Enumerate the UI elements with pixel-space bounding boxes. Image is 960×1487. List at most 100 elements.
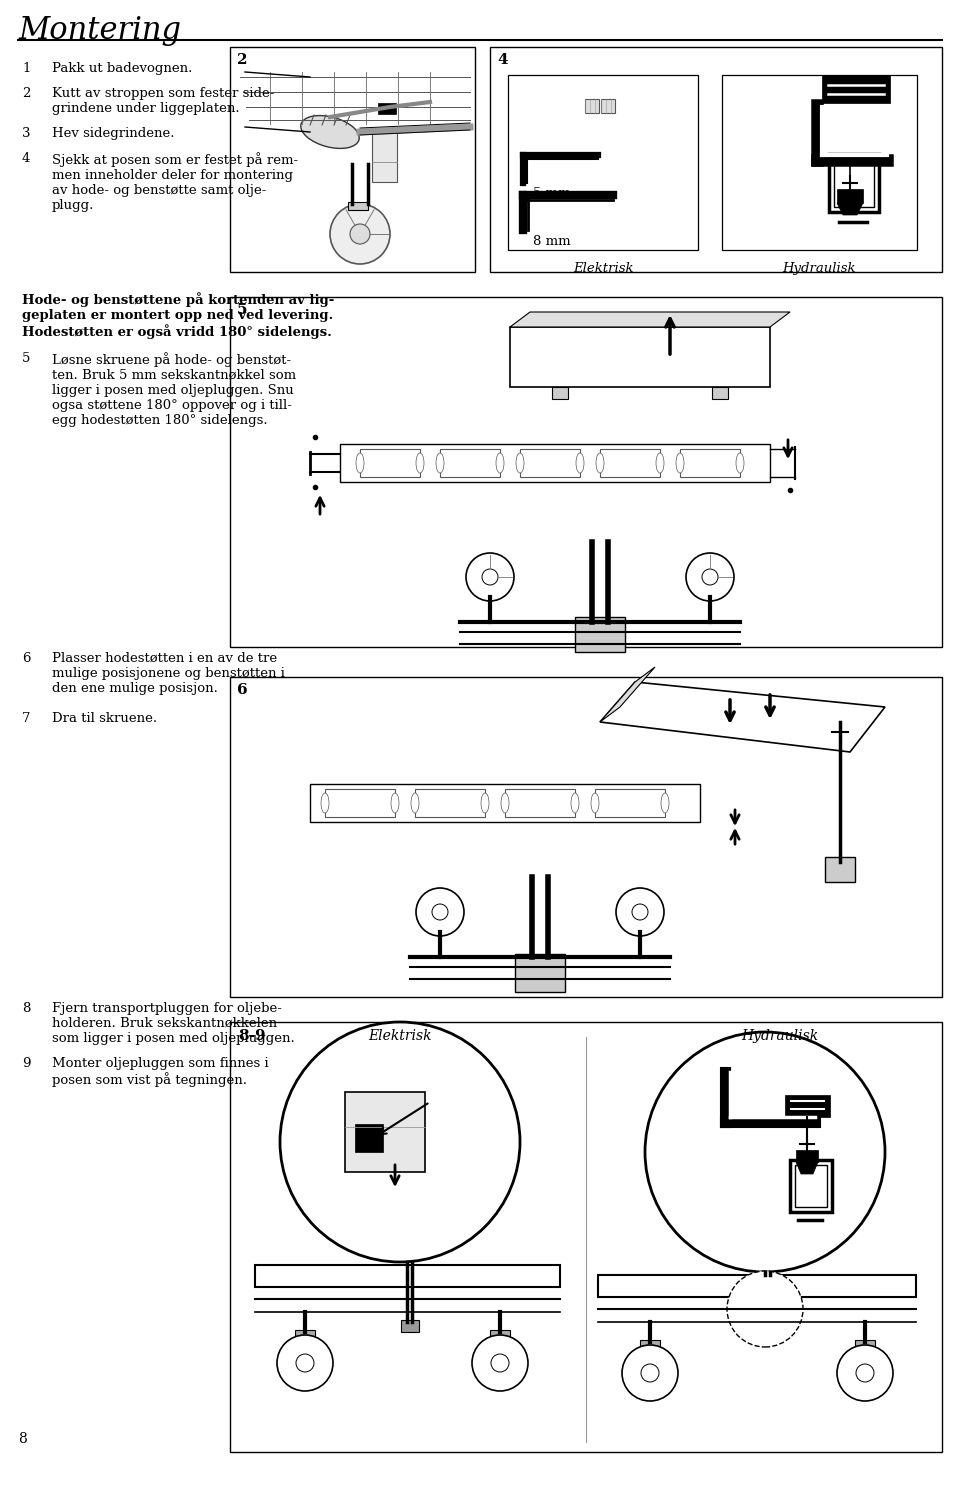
Text: 8-9: 8-9 (238, 1029, 266, 1042)
Bar (348, 202, 368, 210)
Bar (255, 1265, 560, 1288)
Circle shape (482, 570, 498, 584)
Circle shape (491, 1355, 509, 1373)
Text: Løsne skruene på hode- og benstøt-
ten. Bruk 5 mm sekskantnøkkel som
ligger i po: Løsne skruene på hode- og benstøt- ten. … (52, 352, 296, 427)
Text: 4: 4 (22, 152, 31, 165)
Circle shape (432, 904, 448, 920)
Ellipse shape (411, 793, 419, 813)
Bar (432, 923, 448, 932)
Circle shape (472, 1335, 528, 1390)
Bar (510, 327, 770, 387)
Bar (790, 1160, 832, 1212)
Bar (340, 445, 770, 482)
Bar (712, 387, 728, 399)
Bar (702, 589, 718, 596)
Ellipse shape (736, 454, 744, 473)
Bar (515, 955, 565, 992)
Bar (795, 1164, 827, 1207)
Circle shape (296, 1355, 314, 1373)
Ellipse shape (321, 793, 329, 813)
Bar (401, 1320, 419, 1332)
Bar (822, 74, 890, 103)
Bar (372, 132, 397, 181)
Ellipse shape (391, 793, 399, 813)
Bar (345, 1091, 425, 1172)
Text: 5 mm: 5 mm (533, 187, 570, 199)
Bar (295, 1329, 315, 1341)
Circle shape (645, 1032, 885, 1271)
Circle shape (330, 204, 390, 265)
Circle shape (350, 225, 370, 244)
Polygon shape (510, 312, 790, 327)
Text: 5: 5 (237, 303, 248, 317)
Bar (632, 923, 648, 932)
Ellipse shape (571, 793, 579, 813)
Ellipse shape (356, 454, 364, 473)
Ellipse shape (661, 793, 669, 813)
Ellipse shape (596, 454, 604, 473)
Ellipse shape (501, 793, 509, 813)
Ellipse shape (436, 454, 444, 473)
Ellipse shape (496, 454, 504, 473)
Bar (834, 159, 874, 207)
Bar (855, 1340, 875, 1352)
Ellipse shape (416, 454, 424, 473)
Polygon shape (796, 1161, 818, 1175)
Text: Kutt av stroppen som fester side-
grindene under liggeplaten.: Kutt av stroppen som fester side- grinde… (52, 88, 275, 114)
Bar (378, 103, 396, 114)
Text: 5: 5 (22, 352, 31, 364)
Bar (508, 74, 698, 250)
Bar (360, 449, 420, 477)
Ellipse shape (576, 454, 584, 473)
Bar (520, 449, 580, 477)
Text: 8: 8 (18, 1432, 27, 1445)
Text: Fjern transportpluggen for oljebe-
holderen. Bruk sekskantnøkkelen
som ligger i : Fjern transportpluggen for oljebe- holde… (52, 1002, 295, 1045)
Circle shape (727, 1271, 803, 1347)
Text: 4: 4 (497, 54, 508, 67)
Circle shape (632, 904, 648, 920)
Circle shape (686, 553, 734, 601)
Bar (785, 1094, 830, 1117)
Bar (230, 677, 942, 996)
Bar (575, 617, 625, 651)
Bar (595, 790, 665, 816)
Bar (230, 1022, 942, 1451)
Bar (230, 48, 475, 272)
Bar (829, 155, 879, 213)
Bar (722, 74, 917, 250)
Bar (490, 1329, 510, 1341)
Text: 3: 3 (22, 126, 31, 140)
Text: 9: 9 (22, 1057, 31, 1071)
Bar (505, 790, 575, 816)
Bar (490, 48, 942, 272)
Bar (796, 1149, 818, 1161)
Bar (601, 100, 615, 113)
Text: Dra til skruene.: Dra til skruene. (52, 712, 157, 726)
Bar (310, 784, 700, 822)
Ellipse shape (516, 454, 524, 473)
Text: 8 mm: 8 mm (533, 235, 570, 248)
Polygon shape (837, 204, 863, 216)
Bar (825, 857, 855, 882)
Text: Montering: Montering (18, 15, 181, 46)
Bar (585, 100, 599, 113)
Text: Elektrisk: Elektrisk (573, 262, 634, 275)
Bar (230, 297, 942, 647)
Bar (552, 387, 568, 399)
Circle shape (616, 888, 664, 935)
Text: 1: 1 (22, 62, 31, 74)
Ellipse shape (481, 793, 489, 813)
Polygon shape (600, 683, 885, 752)
Text: 2: 2 (237, 54, 248, 67)
Bar (482, 589, 498, 596)
Circle shape (856, 1364, 874, 1381)
Circle shape (641, 1364, 659, 1381)
Circle shape (416, 888, 464, 935)
Text: Plasser hodestøtten i en av de tre
mulige posisjonene og benstøtten i
den ene mu: Plasser hodestøtten i en av de tre mulig… (52, 651, 285, 694)
Circle shape (466, 553, 514, 601)
Ellipse shape (591, 793, 599, 813)
Bar (415, 790, 485, 816)
Text: Hev sidegrindene.: Hev sidegrindene. (52, 126, 175, 140)
Bar (600, 449, 660, 477)
Circle shape (837, 1346, 893, 1401)
